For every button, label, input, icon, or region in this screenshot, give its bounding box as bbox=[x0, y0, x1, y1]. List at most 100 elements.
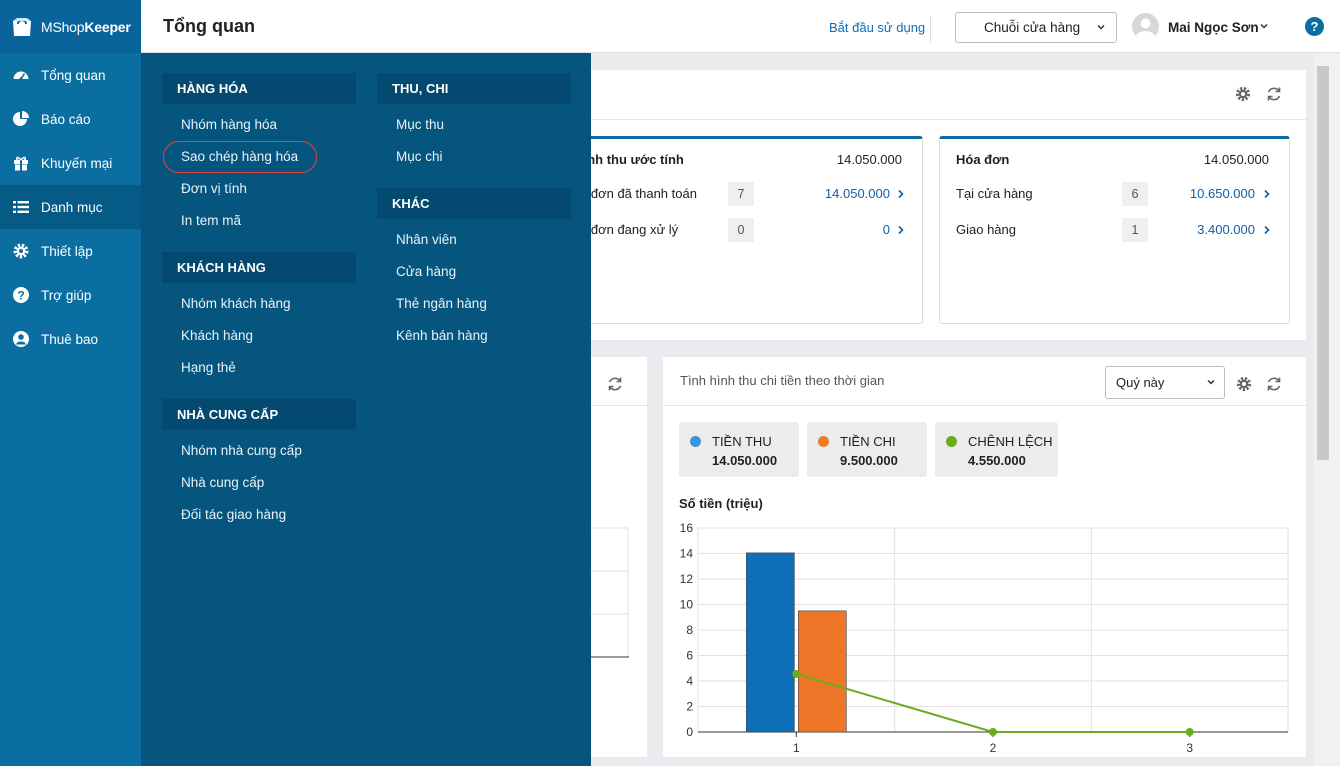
invoice-panel: Hóa đơn 14.050.000 Tại cửa hàng 6 10.650… bbox=[939, 136, 1290, 324]
refresh-icon[interactable] bbox=[606, 375, 624, 393]
card-divider bbox=[663, 405, 1306, 406]
menu-column-right: THU, CHI Mục thu Mục chi KHÁC Nhân viên … bbox=[377, 73, 571, 356]
user-icon bbox=[12, 330, 41, 348]
page-title: Tổng quan bbox=[163, 16, 255, 36]
sidebar-item-5[interactable]: ? Trợ giúp bbox=[0, 273, 141, 317]
chevron-right-icon[interactable] bbox=[897, 189, 905, 199]
y-tick-label: 12 bbox=[680, 572, 694, 586]
panel-title: anh thu ước tính bbox=[580, 152, 684, 167]
refresh-icon[interactable] bbox=[1265, 375, 1283, 393]
legend-name: TIỀN THU bbox=[712, 434, 772, 449]
card-divider bbox=[591, 405, 647, 406]
y-tick-label: 16 bbox=[680, 521, 694, 535]
chevron-right-icon[interactable] bbox=[1263, 189, 1271, 199]
menu-item-print-label[interactable]: In tem mã bbox=[181, 213, 242, 228]
menu-item-customer[interactable]: Khách hàng bbox=[181, 328, 254, 343]
legend-name: TIỀN CHI bbox=[840, 434, 896, 449]
gear-icon bbox=[12, 242, 41, 260]
sidebar: MShopKeeper Tổng quan Báo cáo Khuyến mại Da… bbox=[0, 0, 141, 766]
refresh-icon[interactable] bbox=[1265, 85, 1283, 103]
menu-item-supplier-group[interactable]: Nhóm nhà cung cấp bbox=[181, 443, 302, 458]
store-chain-select[interactable]: Chuỗi cửa hàng bbox=[955, 12, 1117, 43]
partial-chart-grid bbox=[591, 527, 629, 658]
menu-item-expense-category[interactable]: Mục chi bbox=[396, 149, 443, 164]
data-point bbox=[792, 669, 801, 678]
row-label: a đơn đang xử lý bbox=[580, 222, 679, 237]
bar bbox=[798, 610, 847, 733]
sidebar-item-2[interactable]: Khuyến mại bbox=[0, 141, 141, 185]
pie-chart-icon bbox=[12, 110, 41, 128]
data-point bbox=[1185, 728, 1194, 736]
legend-income[interactable]: TIỀN THU 14.050.000 bbox=[679, 422, 799, 477]
sidebar-item-4[interactable]: Thiết lập bbox=[0, 229, 141, 273]
avatar[interactable] bbox=[1132, 13, 1159, 40]
row-value[interactable]: 0 bbox=[882, 222, 890, 237]
top-header: Tổng quan Bắt đầu sử dụng Chuỗi cửa hàng… bbox=[141, 0, 1340, 53]
chevron-down-icon bbox=[1207, 379, 1215, 385]
chevron-right-icon[interactable] bbox=[1263, 225, 1271, 235]
menu-item-card-rank[interactable]: Hạng thẻ bbox=[181, 360, 236, 375]
period-select[interactable]: Quý này bbox=[1105, 366, 1225, 399]
bar bbox=[746, 552, 795, 733]
menu-section-other: KHÁC bbox=[377, 188, 571, 219]
y-axis-label: Số tiền (triệu) bbox=[679, 496, 763, 511]
help-icon[interactable]: ? bbox=[1305, 17, 1324, 36]
legend-expense[interactable]: TIỀN CHI 9.500.000 bbox=[807, 422, 927, 477]
legend-amount: 9.500.000 bbox=[840, 453, 898, 468]
sidebar-item-label: Trợ giúp bbox=[41, 287, 92, 303]
help-icon: ? bbox=[12, 286, 41, 304]
row-value[interactable]: 10.650.000 bbox=[1189, 186, 1255, 201]
y-tick-label: 4 bbox=[686, 674, 693, 688]
menu-item-copy-goods[interactable]: Sao chép hàng hóa bbox=[162, 141, 356, 177]
sidebar-item-1[interactable]: Báo cáo bbox=[0, 97, 141, 141]
row-value[interactable]: 14.050.000 bbox=[824, 186, 890, 201]
list-item[interactable]: Tại cửa hàng 6 10.650.000 bbox=[940, 182, 1289, 206]
card-toolbar bbox=[591, 70, 1306, 120]
row-label: Tại cửa hàng bbox=[956, 186, 1033, 201]
legend-amount: 4.550.000 bbox=[968, 453, 1026, 468]
menu-item-delivery-partner[interactable]: Đối tác giao hàng bbox=[181, 507, 287, 522]
menu-item-bank-card[interactable]: Thẻ ngân hàng bbox=[396, 296, 487, 311]
legend-difference[interactable]: CHÊNH LỆCH 4.550.000 bbox=[935, 422, 1058, 477]
period-select-value: Quý này bbox=[1116, 375, 1165, 390]
app-logo[interactable]: MShopKeeper bbox=[0, 0, 141, 53]
chevron-right-icon[interactable] bbox=[897, 225, 905, 235]
menu-item-employee[interactable]: Nhân viên bbox=[396, 232, 457, 247]
list-item[interactable]: Giao hàng 1 3.400.000 bbox=[940, 218, 1289, 242]
menu-item-supplier[interactable]: Nhà cung cấp bbox=[181, 475, 265, 490]
sidebar-item-label: Thuê bao bbox=[41, 331, 99, 347]
x-tick-label: 2 bbox=[990, 741, 997, 755]
row-label: a đơn đã thanh toán bbox=[580, 186, 697, 201]
y-tick-label: 14 bbox=[680, 547, 694, 561]
menu-item-sales-channel[interactable]: Kênh bán hàng bbox=[396, 328, 488, 343]
y-tick-label: 2 bbox=[686, 700, 693, 714]
row-label: Giao hàng bbox=[956, 222, 1016, 237]
panel-total: 14.050.000 bbox=[1203, 152, 1269, 167]
gear-icon[interactable] bbox=[1235, 375, 1253, 393]
menu-item-income-category[interactable]: Mục thu bbox=[396, 117, 445, 132]
estimated-revenue-panel: anh thu ước tính 14.050.000 a đơn đã tha… bbox=[579, 136, 923, 324]
cashflow-chart-card: Tình hình thu chi tiền theo thời gian Qu… bbox=[663, 357, 1306, 757]
chevron-down-icon[interactable] bbox=[1259, 21, 1269, 31]
scrollbar-thumb[interactable] bbox=[1317, 66, 1329, 460]
gear-icon[interactable] bbox=[1234, 85, 1252, 103]
count-badge: 7 bbox=[728, 182, 754, 206]
menu-section-customers: KHÁCH HÀNG bbox=[162, 252, 356, 283]
legend-name: CHÊNH LỆCH bbox=[968, 434, 1053, 449]
sidebar-item-0[interactable]: Tổng quan bbox=[0, 53, 141, 97]
menu-item-store[interactable]: Cửa hàng bbox=[396, 264, 457, 279]
sidebar-item-6[interactable]: Thuê bao bbox=[0, 317, 141, 361]
menu-section-goods: HÀNG HÓA bbox=[162, 73, 356, 104]
row-value[interactable]: 3.400.000 bbox=[1197, 222, 1255, 237]
menu-item-customer-group[interactable]: Nhóm khách hàng bbox=[181, 296, 291, 311]
start-using-link[interactable]: Bắt đầu sử dụng bbox=[829, 20, 926, 35]
sidebar-item-3[interactable]: Danh mục bbox=[0, 185, 141, 229]
menu-item-unit[interactable]: Đơn vị tính bbox=[181, 181, 247, 196]
legend-amount: 14.050.000 bbox=[712, 453, 778, 468]
user-name[interactable]: Mai Ngọc Sơn bbox=[1168, 20, 1259, 35]
legend-dot bbox=[818, 436, 829, 447]
list-item[interactable]: a đơn đã thanh toán 7 14.050.000 bbox=[580, 182, 922, 206]
menu-item-goods-group[interactable]: Nhóm hàng hóa bbox=[181, 117, 278, 132]
list-item[interactable]: a đơn đang xử lý 0 0 bbox=[580, 218, 922, 242]
list-icon bbox=[12, 198, 41, 216]
